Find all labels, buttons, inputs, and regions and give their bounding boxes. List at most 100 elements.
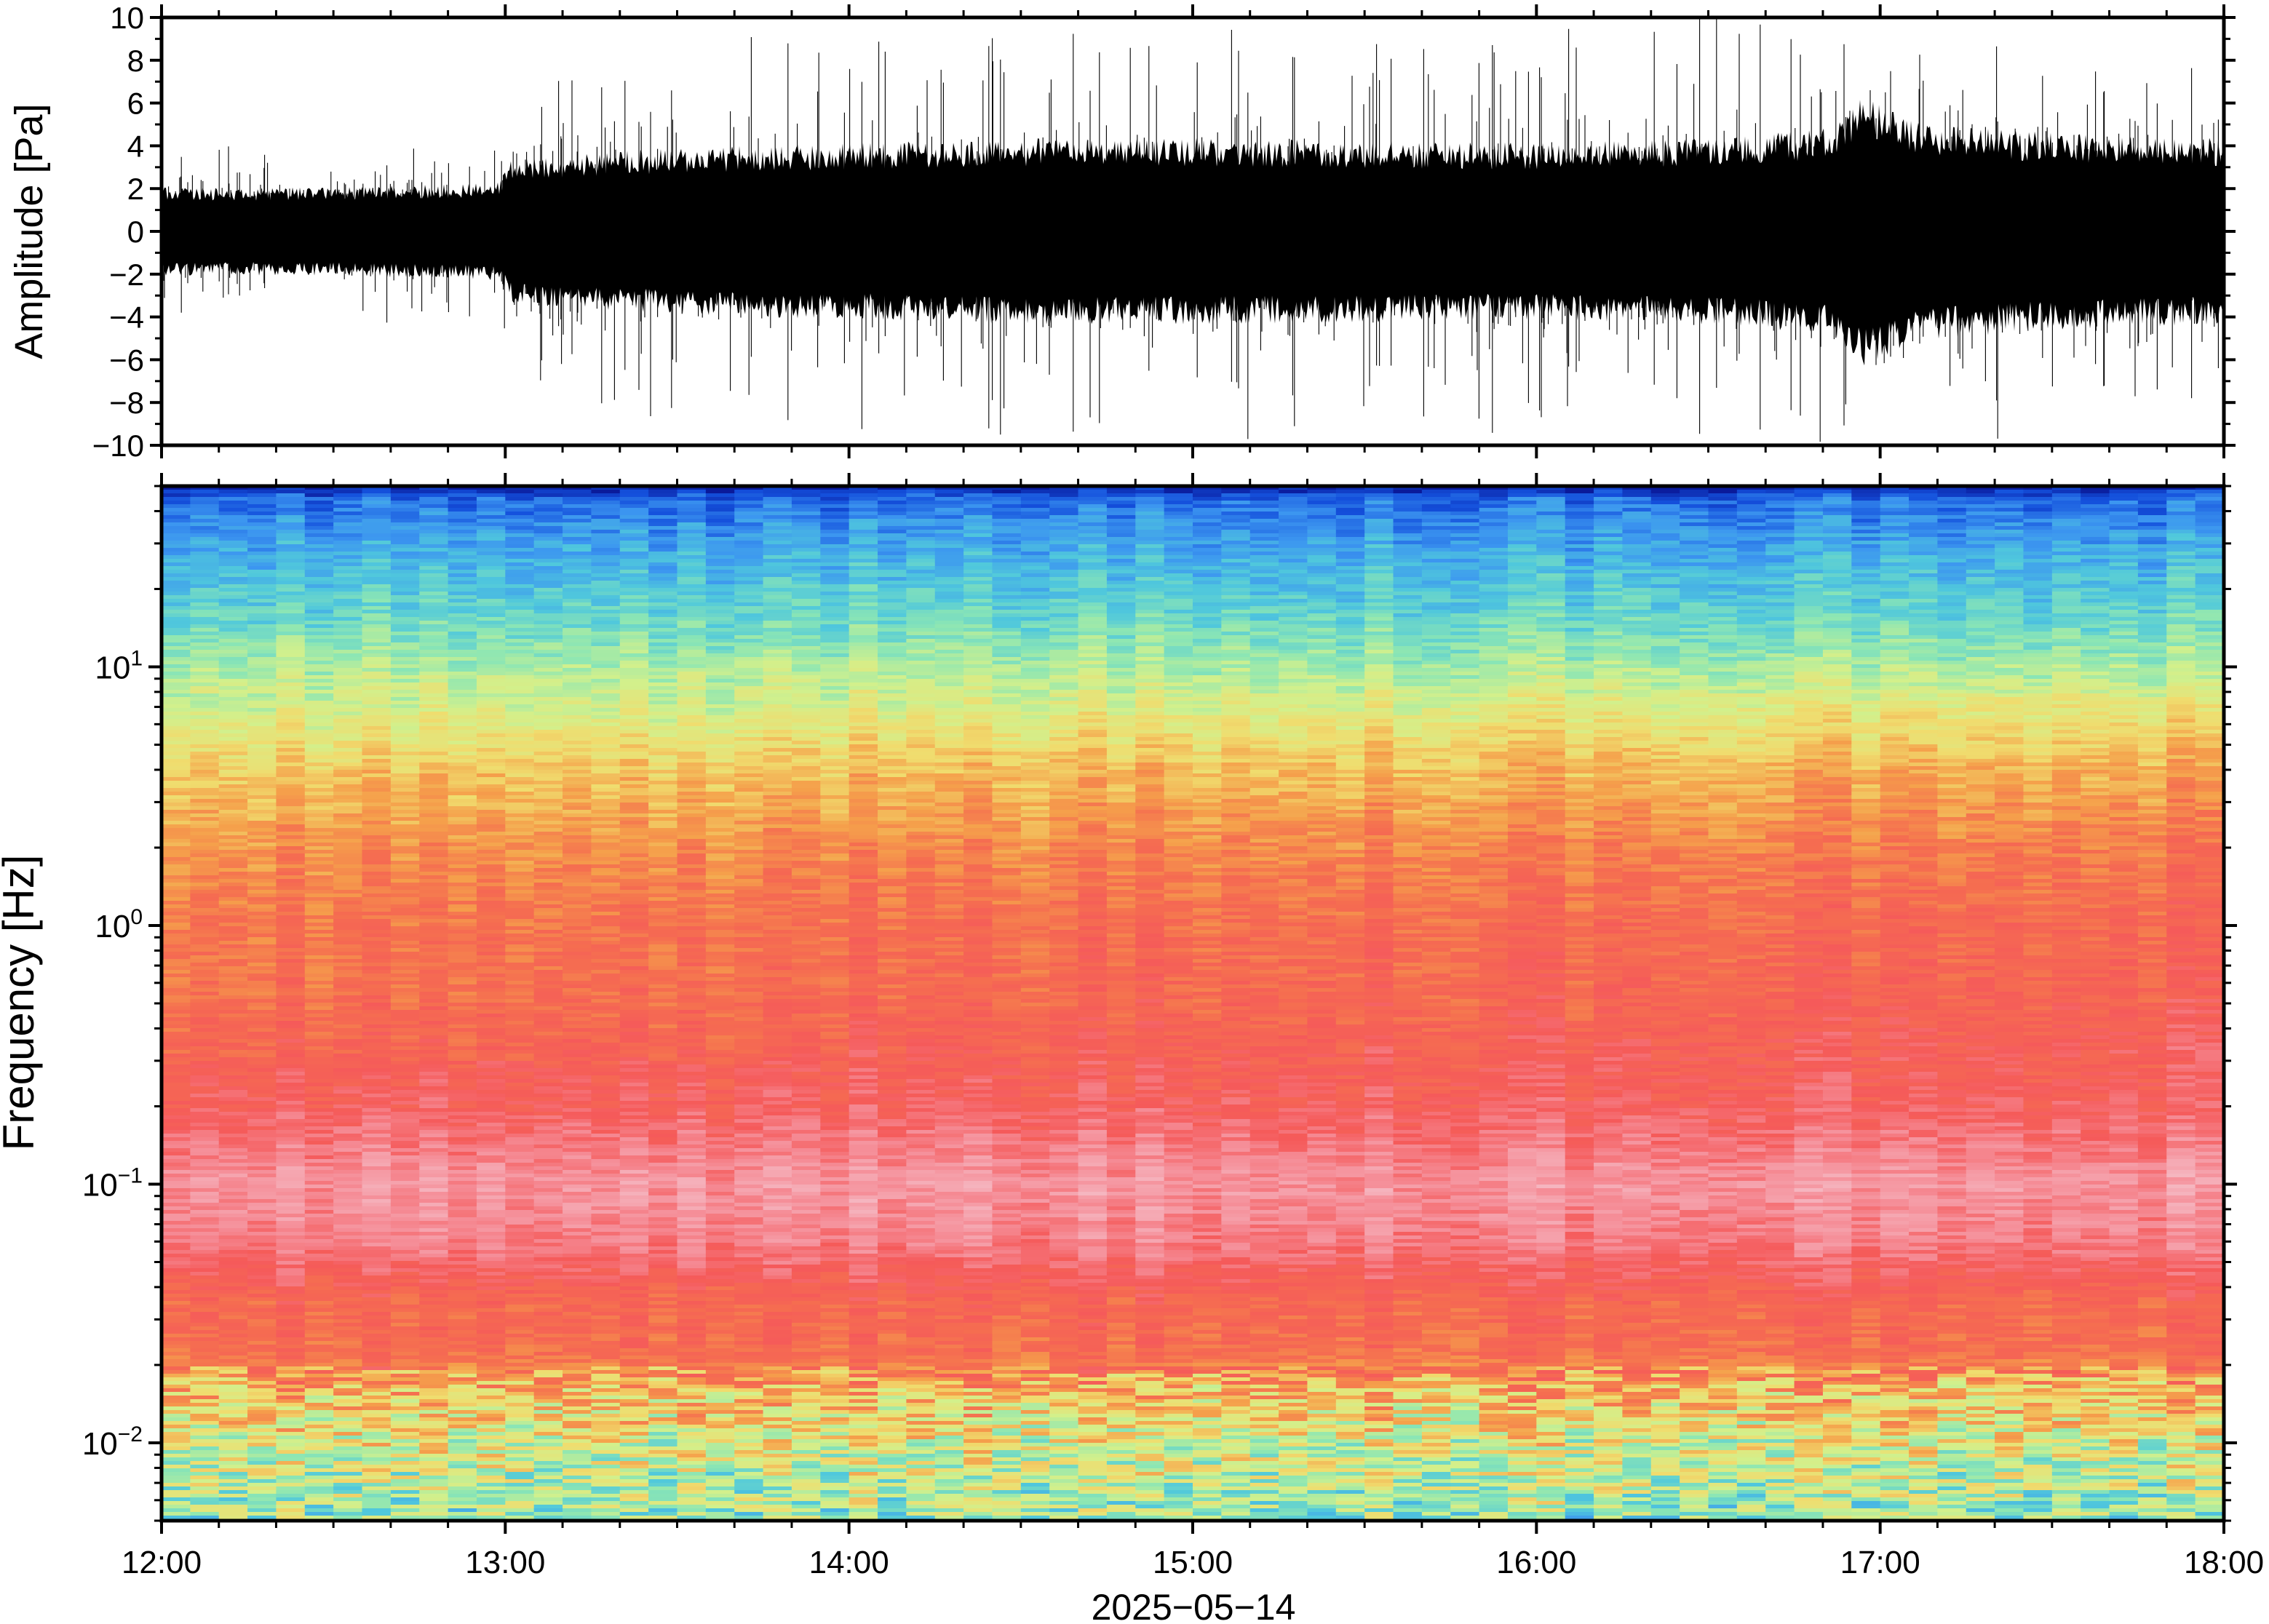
spectrogram-cell bbox=[448, 679, 477, 683]
spectrogram-cell bbox=[476, 1072, 506, 1076]
spectrogram-cell bbox=[619, 886, 649, 891]
spectrogram-cell bbox=[505, 912, 535, 916]
spectrogram-cell bbox=[505, 1261, 535, 1265]
spectrogram-cell bbox=[591, 1185, 621, 1189]
spectrogram-cell bbox=[591, 788, 621, 792]
spectrogram-cell bbox=[563, 682, 592, 687]
spectrogram-cell bbox=[448, 1166, 477, 1171]
spectrogram-cell bbox=[190, 1392, 220, 1396]
spectrogram-cell bbox=[419, 1406, 449, 1411]
spectrogram-cell bbox=[419, 828, 449, 832]
spectrogram-cell bbox=[390, 508, 420, 512]
spectrogram-cell bbox=[333, 1348, 363, 1353]
spectrogram-cell bbox=[247, 1126, 277, 1131]
spectrogram-cell bbox=[362, 1112, 392, 1116]
spectrogram-cell bbox=[162, 602, 191, 607]
spectrogram-cell bbox=[419, 893, 449, 898]
spectrogram-cell bbox=[362, 944, 392, 949]
spectrogram-cell bbox=[333, 1359, 363, 1364]
spectrogram-cell bbox=[247, 1250, 277, 1254]
spectrogram-cell bbox=[619, 1421, 649, 1425]
spectrogram-cell bbox=[619, 937, 649, 942]
spectrogram-cell bbox=[247, 512, 277, 516]
spectrogram-cell bbox=[390, 981, 420, 985]
spectrogram-cell bbox=[218, 853, 248, 858]
spectrogram-cell bbox=[619, 974, 649, 978]
spectrogram-cell bbox=[162, 1272, 191, 1276]
spectrogram-cell bbox=[419, 934, 449, 938]
spectrogram-cell bbox=[591, 1181, 621, 1185]
spectrogram-cell bbox=[419, 664, 449, 669]
spectrogram-cell bbox=[448, 1501, 477, 1505]
spectrogram-cell bbox=[333, 861, 363, 865]
spectrogram-cell bbox=[533, 1377, 563, 1382]
spectrogram-cell bbox=[362, 1097, 392, 1102]
spectrogram-cell bbox=[591, 1043, 621, 1047]
spectrogram-cell bbox=[619, 548, 649, 552]
spectrogram-cell bbox=[591, 1217, 621, 1222]
spectrogram-cell bbox=[476, 1261, 506, 1265]
spectrogram-cell bbox=[419, 1119, 449, 1123]
spectrogram-cell bbox=[362, 853, 392, 858]
spectrogram-cell bbox=[619, 1279, 649, 1283]
spectrogram-cell bbox=[218, 901, 248, 905]
spectrogram-cell bbox=[448, 1039, 477, 1043]
spectrogram-cell bbox=[276, 1166, 306, 1171]
spectrogram-cell bbox=[505, 512, 535, 516]
spectrogram-cell bbox=[162, 1283, 191, 1287]
spectrogram-cell bbox=[190, 679, 220, 683]
spectrogram-cell bbox=[362, 915, 392, 920]
spectrogram-cell bbox=[218, 672, 248, 676]
spectrogram-cell bbox=[419, 1479, 449, 1484]
spectrogram-cell bbox=[476, 930, 506, 934]
spectrogram-cell bbox=[533, 992, 563, 996]
spectrogram-cell bbox=[190, 1137, 220, 1142]
spectrogram-cell bbox=[276, 559, 306, 563]
spectrogram-cell bbox=[218, 1246, 248, 1251]
spectrogram-cell bbox=[448, 1461, 477, 1465]
spectrogram-cell bbox=[162, 1472, 191, 1476]
spectrogram-cell bbox=[162, 1490, 191, 1494]
spectrogram-cell bbox=[190, 1319, 220, 1324]
spectrogram-cell bbox=[476, 624, 506, 629]
spectrogram-cell bbox=[476, 588, 506, 592]
spectrogram-cell bbox=[563, 1330, 592, 1334]
spectrogram-cell bbox=[247, 1352, 277, 1356]
spectrogram-cell bbox=[362, 984, 392, 989]
spectrogram-cell bbox=[333, 1232, 363, 1236]
spectrogram-cell bbox=[476, 1188, 506, 1193]
spectrogram-cell bbox=[390, 719, 420, 723]
spectrogram-cell bbox=[190, 1043, 220, 1047]
spectrogram-cell bbox=[190, 1272, 220, 1276]
spectrogram-cell bbox=[419, 901, 449, 905]
spectrogram-cell bbox=[162, 1221, 191, 1225]
spectrogram-cell bbox=[619, 1108, 649, 1112]
spectrogram-cell bbox=[419, 1221, 449, 1225]
spectrogram-cell bbox=[505, 1326, 535, 1331]
spectrogram-cell bbox=[563, 944, 592, 949]
spectrogram-cell bbox=[390, 1250, 420, 1254]
spectrogram-cell bbox=[619, 1046, 649, 1051]
spectrogram-cell bbox=[533, 602, 563, 607]
spectrogram-cell bbox=[619, 653, 649, 658]
spectrogram-cell bbox=[362, 883, 392, 887]
spectrogram-cell bbox=[333, 857, 363, 861]
spectrogram-cell bbox=[247, 584, 277, 589]
spectrogram-cell bbox=[190, 1166, 220, 1171]
spectrogram-cell bbox=[533, 1014, 563, 1018]
spectrogram-cell bbox=[304, 904, 334, 909]
spectrogram-cell bbox=[619, 646, 649, 650]
spectrogram-cell bbox=[390, 610, 420, 614]
spectrogram-cell bbox=[333, 1319, 363, 1324]
spectrogram-cell bbox=[619, 1043, 649, 1047]
spectrogram-cell bbox=[419, 515, 449, 520]
spectrogram-cell bbox=[390, 1465, 420, 1469]
spectrogram-cell bbox=[419, 741, 449, 745]
spectrogram-cell bbox=[476, 577, 506, 581]
spectrogram-cell bbox=[619, 1312, 649, 1316]
spectrogram-cell bbox=[304, 1050, 334, 1054]
spectrogram-cell bbox=[390, 955, 420, 960]
spectrogram-cell bbox=[304, 1141, 334, 1145]
spectrogram-cell bbox=[276, 712, 306, 716]
spectrogram-cell bbox=[247, 1468, 277, 1473]
